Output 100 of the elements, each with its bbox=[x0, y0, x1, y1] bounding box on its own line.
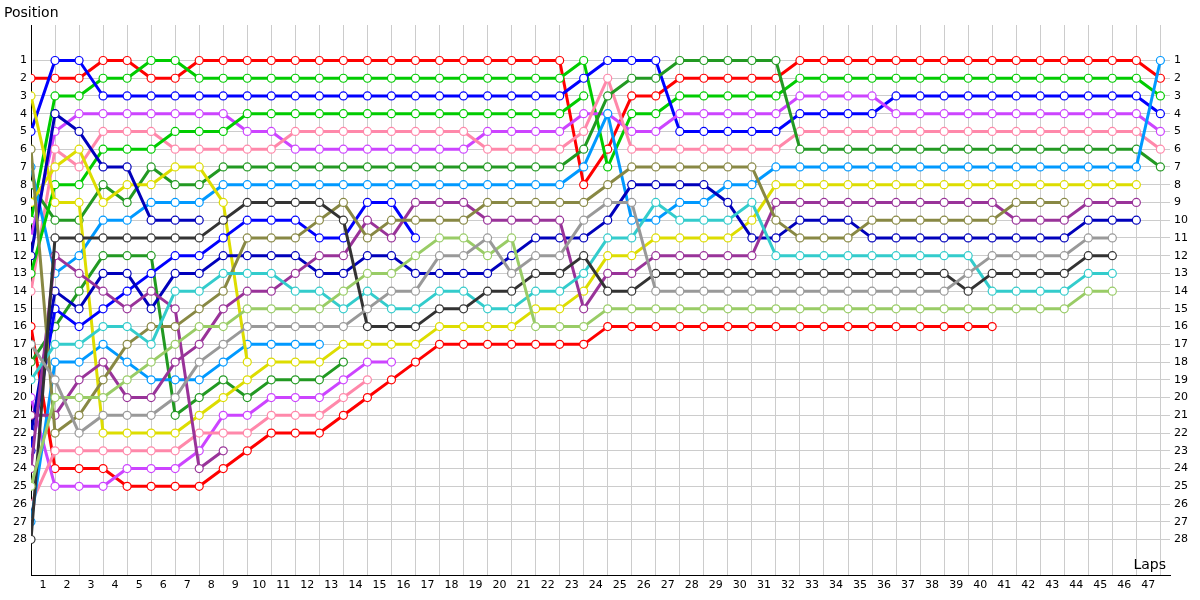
y2-tick-label: 27 bbox=[1174, 514, 1188, 528]
y-tick-label: 20 bbox=[13, 390, 27, 404]
y-tick-label: 6 bbox=[20, 142, 27, 156]
y2-tick-label: 11 bbox=[1174, 230, 1188, 244]
x-tick-label: 44 bbox=[1069, 578, 1084, 592]
x-tick-label: 45 bbox=[1093, 578, 1108, 592]
y-tick-label: 15 bbox=[13, 301, 27, 315]
y-tick-label: 2 bbox=[20, 71, 27, 85]
y-tick-label: 4 bbox=[20, 106, 27, 120]
x-tick-label: 20 bbox=[492, 578, 507, 592]
y-tick-label: 9 bbox=[20, 195, 27, 209]
y2-tick-label: 17 bbox=[1174, 337, 1188, 351]
x-tick-label: 4 bbox=[111, 578, 119, 592]
y2-tick-label: 16 bbox=[1174, 319, 1188, 333]
y2-tick-label: 19 bbox=[1174, 372, 1188, 386]
y-tick-label: 26 bbox=[13, 496, 27, 510]
y2-tick-label: 14 bbox=[1174, 283, 1188, 297]
x-tick-label: 46 bbox=[1117, 578, 1132, 592]
y-tick-label: 7 bbox=[20, 159, 27, 173]
y2-tick-label: 10 bbox=[1174, 213, 1188, 227]
x-tick-label: 39 bbox=[949, 578, 964, 592]
y2-tick-label: 1 bbox=[1174, 53, 1181, 67]
x-tick-label: 31 bbox=[756, 578, 771, 592]
x-tick-label: 23 bbox=[564, 578, 579, 592]
x-tick-label: 41 bbox=[997, 578, 1012, 592]
y-tick-label: 23 bbox=[13, 443, 27, 457]
y-tick-label: 27 bbox=[13, 514, 27, 528]
y2-tick-label: 2 bbox=[1174, 71, 1181, 85]
y2-tick-label: 20 bbox=[1174, 390, 1188, 404]
x-tick-label: 27 bbox=[660, 578, 675, 592]
x-tick-label: 36 bbox=[877, 578, 892, 592]
y2-tick-label: 3 bbox=[1174, 88, 1181, 102]
y-tick-label: 10 bbox=[13, 213, 27, 227]
x-tick-label: 42 bbox=[1021, 578, 1036, 592]
y-tick-label: 12 bbox=[13, 248, 27, 262]
y2-tick-label: 12 bbox=[1174, 248, 1188, 262]
x-tick-label: 22 bbox=[540, 578, 555, 592]
y2-tick-label: 18 bbox=[1174, 354, 1188, 368]
x-tick-label: 15 bbox=[372, 578, 387, 592]
y-tick-label: 25 bbox=[13, 479, 27, 493]
y-tick-label: 13 bbox=[13, 266, 27, 280]
y-tick-label: 11 bbox=[13, 230, 27, 244]
y2-tick-label: 23 bbox=[1174, 443, 1188, 457]
y-tick-label: 18 bbox=[13, 354, 27, 368]
y2-tick-label: 22 bbox=[1174, 425, 1188, 439]
y-tick-label: 5 bbox=[20, 124, 27, 138]
x-tick-label: 2 bbox=[63, 578, 71, 592]
y2-tick-label: 8 bbox=[1174, 177, 1181, 191]
y2-tick-label: 13 bbox=[1174, 266, 1188, 280]
x-tick-label: 8 bbox=[207, 578, 215, 592]
x-tick-label: 11 bbox=[276, 578, 291, 592]
x-tick-label: 3 bbox=[87, 578, 95, 592]
y-tick-label: 1 bbox=[20, 53, 27, 67]
y-tick-label: 19 bbox=[13, 372, 27, 386]
x-tick-label: 7 bbox=[183, 578, 191, 592]
x-tick-label: 13 bbox=[324, 578, 339, 592]
x-tick-label: 29 bbox=[708, 578, 723, 592]
y-tick-label: 28 bbox=[13, 532, 27, 546]
x-tick-label: 6 bbox=[159, 578, 167, 592]
x-tick-label: 38 bbox=[925, 578, 940, 592]
y2-tick-label: 25 bbox=[1174, 479, 1188, 493]
x-tick-label: 34 bbox=[828, 578, 843, 592]
x-tick-label: 9 bbox=[231, 578, 239, 592]
y-tick-label: 14 bbox=[13, 283, 27, 297]
x-tick-label: 32 bbox=[780, 578, 795, 592]
x-tick-label: 25 bbox=[612, 578, 627, 592]
x-tick-label: 10 bbox=[252, 578, 267, 592]
x-tick-label: 30 bbox=[732, 578, 747, 592]
y-tick-label: 22 bbox=[13, 425, 27, 439]
x-tick-label: 35 bbox=[853, 578, 868, 592]
y2-tick-label: 24 bbox=[1174, 461, 1188, 475]
x-tick-label: 28 bbox=[684, 578, 699, 592]
x-tick-label: 21 bbox=[516, 578, 531, 592]
x-tick-label: 37 bbox=[901, 578, 916, 592]
x-tick-label: 43 bbox=[1045, 578, 1060, 592]
x-tick-label: 5 bbox=[135, 578, 143, 592]
y2-tick-label: 9 bbox=[1174, 195, 1181, 209]
y2-tick-label: 26 bbox=[1174, 496, 1188, 510]
x-tick-label: 19 bbox=[468, 578, 483, 592]
y2-tick-label: 6 bbox=[1174, 142, 1181, 156]
y2-tick-label: 4 bbox=[1174, 106, 1181, 120]
x-tick-label: 12 bbox=[300, 578, 315, 592]
x-tick-label: 17 bbox=[420, 578, 435, 592]
y-tick-label: 3 bbox=[20, 88, 27, 102]
y2-tick-label: 7 bbox=[1174, 159, 1181, 173]
y2-tick-label: 15 bbox=[1174, 301, 1188, 315]
x-tick-label: 26 bbox=[636, 578, 651, 592]
x-tick-label: 14 bbox=[348, 578, 363, 592]
y-tick-label: 24 bbox=[13, 461, 27, 475]
y-axis-title: Position bbox=[4, 3, 59, 20]
x-tick-label: 1 bbox=[39, 578, 47, 592]
x-tick-label: 40 bbox=[973, 578, 988, 592]
x-tick-label: 47 bbox=[1141, 578, 1156, 592]
x-axis-title: Laps bbox=[1133, 555, 1166, 572]
y-tick-label: 17 bbox=[13, 337, 27, 351]
y-tick-label: 8 bbox=[20, 177, 27, 191]
x-tick-label: 16 bbox=[396, 578, 411, 592]
y2-tick-label: 5 bbox=[1174, 124, 1181, 138]
y-tick-label: 16 bbox=[13, 319, 27, 333]
y2-tick-label: 21 bbox=[1174, 408, 1188, 422]
